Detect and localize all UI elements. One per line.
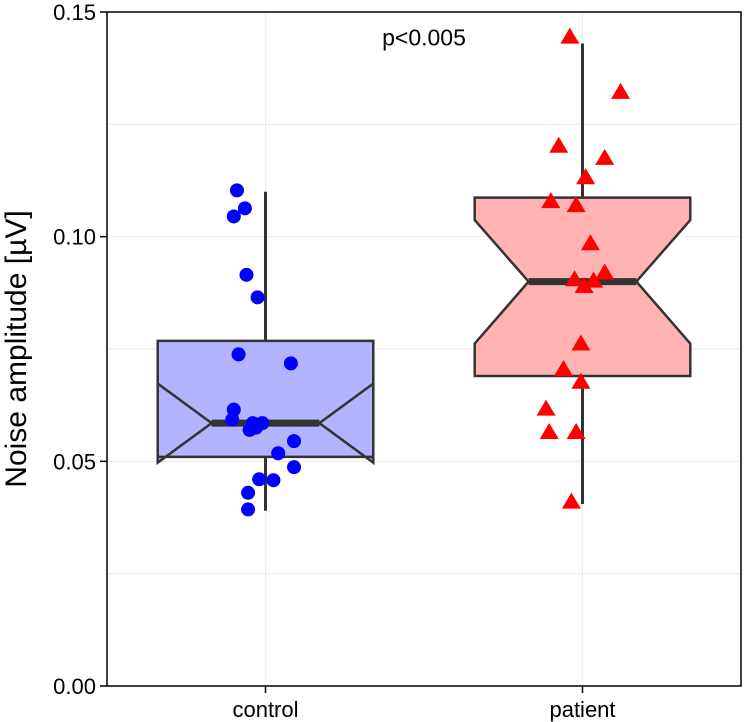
- data-point-patient: [560, 27, 580, 44]
- data-point-patient: [541, 192, 561, 209]
- data-point-patient: [584, 271, 604, 288]
- data-point-control: [242, 422, 257, 437]
- data-point-patient: [539, 423, 559, 440]
- x-tick-label-control: control: [232, 697, 298, 722]
- data-point-control: [266, 473, 281, 488]
- data-point-patient: [561, 492, 581, 509]
- y-tick-label: 0.00: [53, 674, 96, 699]
- data-point-patient: [595, 263, 615, 280]
- data-point-control: [226, 209, 241, 224]
- data-point-control: [225, 412, 240, 427]
- data-point-patient: [580, 234, 600, 251]
- box-control: [156, 339, 375, 466]
- y-tick-label: 0.15: [53, 0, 96, 25]
- y-axis-title: Noise amplitude [µV]: [0, 210, 33, 487]
- data-point-patient: [553, 360, 573, 377]
- data-point-control: [271, 446, 286, 461]
- data-point-control: [241, 485, 256, 500]
- plot-panel-border: [106, 11, 742, 687]
- data-point-patient: [571, 372, 591, 389]
- data-point-patient: [576, 168, 596, 185]
- data-point-patient: [574, 276, 594, 293]
- data-point-patient: [611, 82, 631, 99]
- y-tick-label: 0.10: [53, 225, 96, 250]
- data-point-patient: [565, 270, 585, 287]
- data-point-patient: [549, 136, 569, 153]
- data-points: [225, 27, 631, 517]
- data-point-control: [231, 347, 246, 362]
- data-point-control: [287, 460, 302, 475]
- data-point-control: [252, 472, 267, 487]
- data-point-control: [287, 434, 302, 449]
- data-point-control: [241, 502, 256, 517]
- data-point-patient: [571, 334, 591, 351]
- data-point-patient: [595, 148, 615, 165]
- data-point-patient: [536, 399, 556, 416]
- data-point-control: [237, 201, 252, 216]
- data-point-control: [229, 183, 244, 198]
- x-tick-label-patient: patient: [549, 697, 615, 722]
- p-value-annotation: p<0.005: [382, 25, 466, 51]
- data-point-control: [250, 290, 265, 305]
- axes: 0.00 0.05 0.10 0.15 control patient: [53, 0, 615, 722]
- y-tick-label: 0.05: [53, 449, 96, 474]
- data-point-control: [283, 356, 298, 371]
- data-point-patient: [566, 196, 586, 213]
- data-point-patient: [566, 423, 586, 440]
- data-point-control: [239, 267, 254, 282]
